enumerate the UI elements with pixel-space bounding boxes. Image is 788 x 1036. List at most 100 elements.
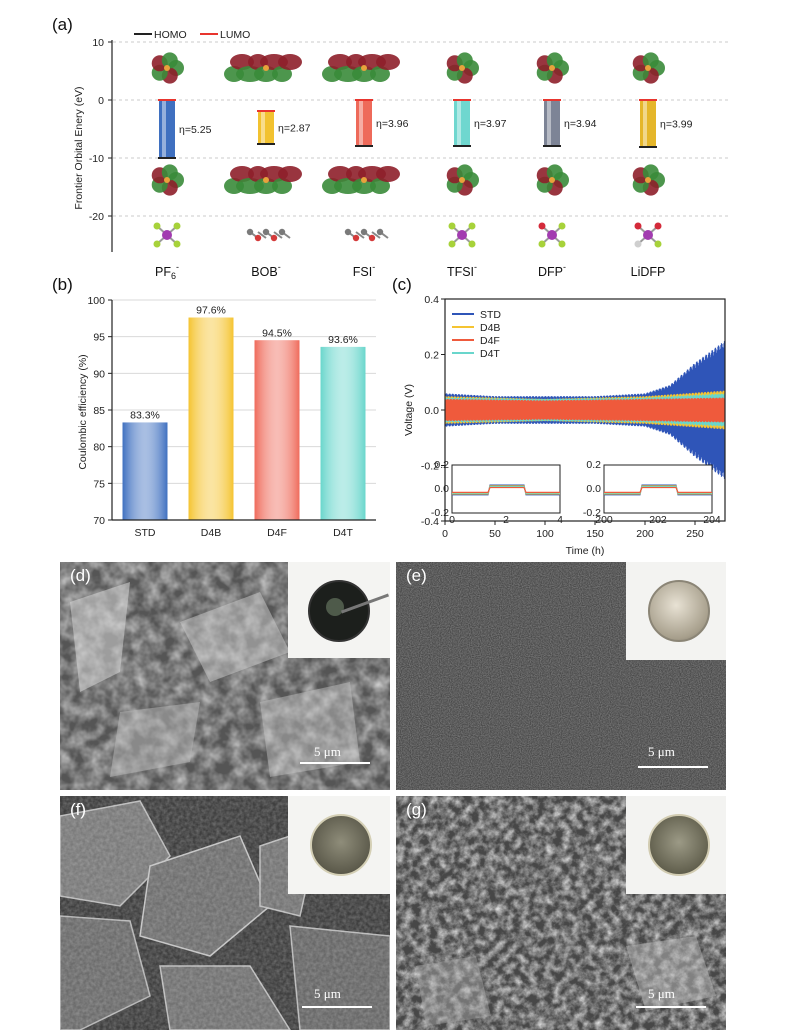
tube-highlight (457, 100, 461, 146)
gap-value-label: η=2.87 (278, 123, 311, 135)
panel-b-bars: 83.3% 97.6% 94.5% 93.6% (122, 305, 366, 520)
tube-highlight (547, 100, 551, 146)
orbital-lobe (254, 66, 278, 82)
panel-a-ticks: 10 0 -10 -20 (89, 37, 112, 223)
orbital-lobe (642, 164, 659, 181)
panel-b-y-axis-label: Coulombic efficiency (%) (77, 354, 89, 469)
central-atom (164, 177, 170, 183)
inset-curve (604, 486, 712, 493)
orbital-lobes (151, 52, 184, 84)
energy-gap-tube (159, 100, 175, 158)
orbital-lobes (536, 52, 569, 84)
panel-c-y-axis-label: Voltage (V) (403, 384, 415, 436)
scale-text-f: 5 μm (314, 986, 341, 1001)
inset-y-tick-label: 0.2 (434, 459, 449, 471)
panel-a-y-axis-label: Frontier Orbital Enery (eV) (73, 86, 85, 209)
orbital-lobes (224, 166, 302, 194)
electrode-photo-d (288, 562, 390, 658)
panel-c-insets: 0 2 4 -0.2 0.0 0.2 200 202 204 -0.2 0.0 0.2 (431, 459, 721, 526)
molecule-name-label: TFSI- (447, 262, 477, 279)
y-tick-label: 75 (93, 478, 105, 490)
central-atom (645, 65, 651, 71)
panel-b-axes: 70 75 80 85 90 95 100 STD D4B D4F D4T (87, 295, 376, 539)
panel-a-label: (a) (52, 15, 73, 34)
gap-bar-lidfp: η=3.99 (639, 99, 693, 148)
inset-x-tick-label: 2 (503, 514, 509, 526)
orbital-lobes (224, 54, 302, 82)
electrode-photo-f (288, 796, 390, 894)
orbital-lobe (456, 52, 473, 69)
central-atom (361, 65, 367, 71)
panel-b-label: (b) (52, 275, 73, 294)
scale-text-e: 5 μm (648, 744, 675, 759)
inset-plot-2: 200 202 204 -0.2 0.0 0.2 (583, 459, 721, 526)
molecular-structure (246, 228, 291, 242)
inset-frame (451, 464, 561, 514)
sem-image-g: (g) 5 μm (396, 796, 726, 1030)
energy-gap-tube (258, 111, 274, 144)
gap-bar-bob: η=2.87 (257, 110, 311, 145)
bar-data-label: 97.6% (196, 305, 226, 317)
inset-curve (452, 485, 560, 495)
panel-c-axes: -0.4-0.20.00.20.40 50 100 150 200 250 (421, 294, 726, 540)
inset-x-tick-label: 200 (595, 514, 613, 526)
central-atom (549, 177, 555, 183)
orbital-lobe (352, 178, 376, 194)
molecule-name-label: LiDFP (631, 265, 666, 279)
sem-image-f: (f) 5 μm (60, 796, 390, 1030)
panel-a-ytick: 10 (92, 37, 104, 49)
inset-x-tick-label: 0 (449, 514, 455, 526)
gap-value-label: η=5.25 (179, 124, 212, 136)
legend-label-d4b: D4B (480, 322, 500, 334)
y-tick-label: 0.0 (424, 405, 439, 417)
panel-c-series (445, 341, 725, 479)
y-tick-label: 0.4 (424, 294, 439, 306)
inset-curve (604, 484, 712, 496)
tube-highlight (261, 111, 265, 144)
orbital-lobes (446, 52, 479, 84)
molecular-structure (448, 222, 476, 248)
orbital-lobes (536, 164, 569, 196)
scale-bar-g (636, 1006, 706, 1008)
central-atom (549, 65, 555, 71)
central-atom (164, 65, 170, 71)
orbital-lobe (456, 164, 473, 181)
orbital-lobe (272, 66, 292, 82)
orbital-lobe (642, 52, 659, 69)
panel-e-label: (e) (406, 566, 427, 585)
inset-x-tick-label: 202 (649, 514, 667, 526)
central-atom (459, 65, 465, 71)
tube-highlight (162, 100, 166, 158)
orbital-lobes (632, 52, 665, 84)
energy-gap-tube (544, 100, 560, 146)
orbital-lobe (370, 178, 390, 194)
scale-text-d: 5 μm (314, 744, 341, 759)
inset-plot-1: 0 2 4 -0.2 0.0 0.2 (431, 459, 563, 526)
panel-a-ytick: -20 (89, 211, 104, 223)
sem-image-e: (e) 5 μm (396, 562, 726, 790)
x-tick-label: 50 (489, 528, 501, 540)
orbital-lobe (278, 166, 302, 182)
molecule-columns: η=5.25 PF6- η=2.87 BOB-η=3.96 FSI-η=3.97 TFSI… (151, 52, 693, 281)
inset-curve (452, 486, 560, 494)
panel-a-ytick: 0 (98, 95, 104, 107)
tube-highlight (359, 100, 363, 146)
orbital-lobe (230, 166, 254, 182)
panel-a-ytick: -10 (89, 153, 104, 165)
x-tick-label: 0 (442, 528, 448, 540)
y-tick-label: 95 (93, 332, 105, 344)
molecule-name-label: FSI- (353, 262, 375, 279)
orbital-lobe (278, 54, 302, 70)
energy-gap-tube (640, 100, 656, 147)
inset-curve (452, 486, 560, 493)
bar-data-label: 83.3% (130, 409, 160, 421)
panel-f-label: (f) (70, 800, 87, 819)
orbital-lobes (446, 164, 479, 196)
series-d4f (445, 397, 725, 423)
y-tick-label: -0.2 (421, 461, 439, 473)
inset-y-tick-label: 0.2 (586, 459, 601, 471)
electrode-disc-e (648, 580, 710, 642)
x-tick-label: D4B (201, 527, 221, 539)
bar-data-label: 93.6% (328, 334, 358, 346)
